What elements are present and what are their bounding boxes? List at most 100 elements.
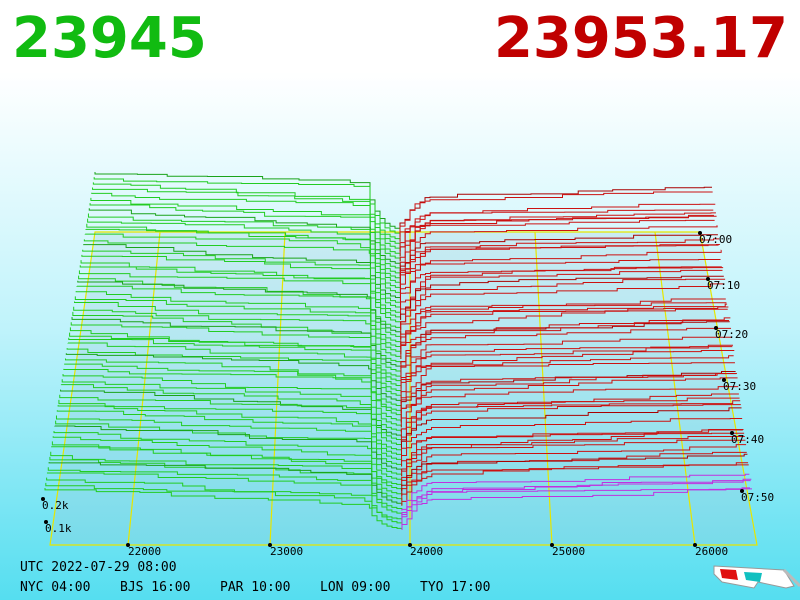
bid-depth-line	[60, 389, 402, 438]
bid-price: 23945	[12, 6, 207, 71]
ask-depth-line	[401, 417, 743, 457]
bid-depth-line	[51, 441, 403, 487]
ask-depth-line	[401, 478, 752, 526]
ask-depth-line	[400, 306, 729, 355]
time-label: 07:20	[715, 328, 748, 341]
bid-depth-line	[60, 384, 402, 433]
ask-depth-line	[400, 317, 731, 369]
bid-depth-line	[86, 223, 401, 281]
price-label: 25000	[552, 545, 585, 558]
utc-time: UTC 2022-07-29 08:00	[20, 560, 177, 575]
axis-marker	[126, 543, 130, 547]
time-label: 07:30	[723, 380, 756, 393]
axis-marker	[41, 497, 45, 501]
axis-marker	[268, 543, 272, 547]
time-label: 07:10	[707, 279, 740, 292]
bid-depth-line	[76, 285, 402, 340]
ask-depth-line	[399, 191, 713, 237]
bid-depth-line	[81, 254, 402, 311]
ask-depth-line	[401, 464, 749, 506]
price-grid-line	[654, 231, 696, 546]
ask-depth-line	[400, 400, 741, 443]
ask-depth-line	[400, 362, 735, 403]
bid-depth-line	[64, 358, 402, 408]
bid-depth-line	[56, 410, 403, 457]
bid-depth-line	[70, 322, 402, 374]
city-time: TYO 17:00	[420, 580, 491, 595]
bid-depth-line	[52, 436, 403, 482]
price-grid-line	[534, 231, 553, 546]
bid-depth-line	[80, 260, 402, 316]
bid-depth-line	[46, 477, 403, 521]
bid-depth-line	[69, 332, 402, 384]
bid-depth-line	[88, 208, 401, 267]
ask-depth-line	[400, 407, 742, 452]
bid-depth-line	[50, 451, 403, 496]
ask-depth-line	[400, 349, 735, 399]
axis-marker	[693, 543, 697, 547]
bid-depth-line	[83, 239, 401, 296]
city-time: BJS 16:00	[120, 580, 191, 595]
bid-depth-line	[47, 467, 403, 511]
ask-price: 23953.17	[493, 6, 788, 71]
bid-depth-line	[85, 233, 401, 291]
bid-depth-line	[58, 399, 402, 447]
bid-depth-line	[48, 462, 403, 506]
price-label: 26000	[695, 545, 728, 558]
bid-depth-line	[53, 431, 403, 477]
axis-marker	[722, 378, 726, 382]
city-time: NYC 04:00	[20, 580, 91, 595]
bid-depth-line	[63, 368, 402, 418]
bid-depth-line	[89, 203, 401, 262]
ask-depth-line	[399, 259, 721, 296]
bid-depth-line	[46, 472, 403, 516]
axis-marker	[714, 326, 718, 330]
bid-depth-line	[67, 342, 402, 394]
price-label: 24000	[410, 545, 443, 558]
bid-depth-line	[68, 337, 402, 389]
ask-depth-line	[399, 238, 720, 286]
bid-depth-line	[74, 301, 402, 355]
price-label: 23000	[270, 545, 303, 558]
bid-depth-line	[77, 280, 402, 335]
bid-depth-line	[55, 420, 403, 467]
bid-depth-line	[65, 353, 402, 403]
ask-depth-line	[400, 393, 739, 433]
bid-depth-line	[75, 291, 402, 345]
bid-depth-line	[94, 172, 401, 232]
ask-depth-line	[401, 428, 744, 467]
bid-depth-line	[64, 363, 402, 413]
time-label: 07:00	[699, 233, 732, 246]
ask-depth-line	[399, 203, 716, 257]
city-time: LON 09:00	[320, 580, 391, 595]
bid-depth-line	[87, 218, 401, 276]
bid-depth-line	[54, 425, 403, 472]
bid-depth-line	[61, 379, 402, 428]
ask-depth-line	[399, 249, 722, 301]
bid-depth-line	[51, 446, 403, 491]
ask-depth-line	[401, 439, 746, 482]
axis-marker	[698, 231, 702, 235]
bid-depth-line	[82, 249, 401, 306]
price-grid-line	[269, 231, 286, 546]
bid-depth-line	[66, 348, 402, 399]
ask-depth-line	[401, 473, 750, 511]
bid-depth-line	[91, 192, 401, 252]
city-time: PAR 10:00	[220, 580, 291, 595]
bid-depth-line	[49, 456, 403, 501]
bid-depth-line	[92, 182, 401, 242]
ask-depth-line	[400, 298, 726, 335]
bid-depth-line	[74, 296, 402, 350]
bid-depth-line	[87, 213, 401, 272]
axis-marker	[44, 520, 48, 524]
bid-depth-line	[57, 405, 402, 452]
bid-depth-line	[79, 265, 402, 320]
ask-depth-line	[400, 275, 724, 320]
bid-depth-line	[85, 228, 401, 286]
ask-depth-line	[400, 278, 726, 330]
bid-depth-line	[59, 394, 402, 443]
bid-depth-line	[78, 270, 402, 325]
